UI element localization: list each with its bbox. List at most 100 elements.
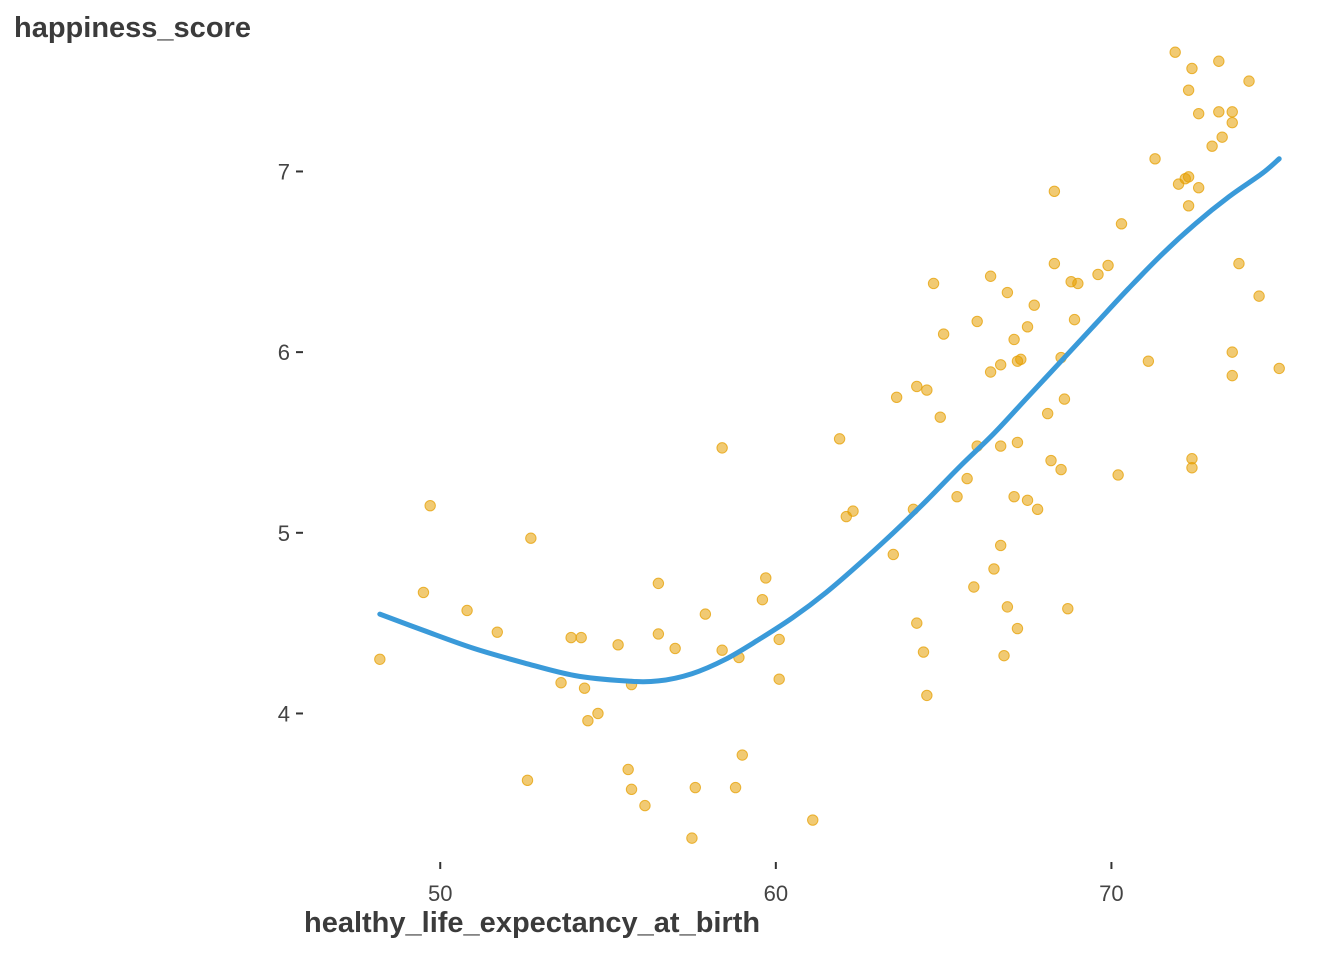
y-axis-title: happiness_score bbox=[14, 12, 251, 44]
data-point bbox=[612, 639, 624, 651]
data-point bbox=[1233, 257, 1245, 270]
y-tick-label: 4 bbox=[278, 701, 290, 726]
data-point bbox=[934, 411, 946, 423]
data-point bbox=[729, 781, 742, 794]
data-point bbox=[1182, 84, 1195, 96]
smooth-trend-line bbox=[377, 156, 1282, 685]
data-point bbox=[921, 384, 933, 396]
x-axis: 50 60 70 bbox=[428, 862, 1124, 906]
data-point bbox=[911, 617, 923, 629]
data-point bbox=[1021, 494, 1034, 506]
y-axis: 4 5 6 7 bbox=[278, 159, 303, 726]
data-point bbox=[1192, 182, 1205, 194]
data-point bbox=[652, 628, 665, 640]
data-point bbox=[1058, 393, 1071, 405]
data-point bbox=[994, 359, 1007, 371]
data-point bbox=[699, 608, 712, 620]
trend-line bbox=[377, 156, 1282, 685]
data-point bbox=[1072, 277, 1084, 290]
y-tick-label: 5 bbox=[278, 521, 290, 546]
data-point bbox=[1112, 469, 1124, 481]
data-point bbox=[578, 682, 591, 694]
data-point bbox=[1021, 321, 1034, 333]
data-point bbox=[669, 642, 681, 655]
x-tick-label: 60 bbox=[764, 881, 788, 906]
data-point bbox=[1226, 116, 1238, 129]
data-point bbox=[1253, 290, 1265, 302]
data-point bbox=[1045, 454, 1057, 467]
data-point bbox=[984, 366, 997, 378]
data-point bbox=[971, 315, 983, 328]
data-point bbox=[1102, 259, 1114, 272]
data-point bbox=[756, 593, 769, 606]
data-point bbox=[887, 548, 899, 561]
data-point bbox=[911, 380, 923, 393]
data-point bbox=[1192, 107, 1205, 120]
x-tick-label: 70 bbox=[1099, 881, 1123, 906]
data-point bbox=[565, 631, 577, 644]
data-point bbox=[424, 500, 436, 512]
y-tick-label: 7 bbox=[278, 159, 290, 184]
data-point bbox=[917, 646, 930, 658]
data-point bbox=[716, 442, 728, 454]
data-point bbox=[1068, 313, 1081, 326]
data-point bbox=[461, 604, 473, 617]
data-point bbox=[1048, 185, 1061, 198]
scatter-points bbox=[374, 46, 1285, 844]
data-point bbox=[491, 626, 503, 638]
data-point bbox=[988, 563, 1000, 575]
data-point bbox=[994, 440, 1007, 452]
data-point bbox=[921, 689, 933, 702]
data-point bbox=[1213, 55, 1225, 67]
data-point bbox=[760, 572, 772, 584]
data-point bbox=[1206, 140, 1218, 152]
data-point bbox=[417, 586, 430, 599]
data-point bbox=[1182, 171, 1195, 183]
data-point bbox=[639, 799, 651, 812]
data-point bbox=[555, 677, 567, 689]
data-point bbox=[521, 774, 534, 787]
data-point bbox=[1001, 601, 1014, 613]
data-point bbox=[1186, 462, 1198, 474]
data-point bbox=[1001, 286, 1014, 299]
data-point bbox=[890, 391, 903, 403]
data-point bbox=[951, 490, 963, 503]
data-point bbox=[736, 749, 748, 761]
data-point bbox=[1031, 503, 1044, 516]
data-point bbox=[1226, 346, 1238, 358]
data-point bbox=[652, 577, 665, 590]
data-point bbox=[575, 631, 587, 644]
data-point bbox=[1008, 490, 1020, 503]
data-point bbox=[1041, 407, 1054, 420]
data-point bbox=[807, 814, 819, 826]
data-point bbox=[686, 832, 698, 844]
data-point bbox=[984, 270, 997, 282]
data-point bbox=[1048, 257, 1061, 270]
x-axis-title: healthy_life_expectancy_at_birth bbox=[304, 907, 760, 939]
data-point bbox=[1142, 355, 1155, 367]
data-point bbox=[968, 581, 980, 593]
data-point bbox=[1213, 106, 1225, 118]
data-point bbox=[1182, 200, 1195, 212]
data-point bbox=[961, 472, 973, 485]
data-point bbox=[592, 707, 604, 720]
data-point bbox=[1226, 106, 1238, 118]
data-point bbox=[525, 532, 537, 544]
y-tick-label: 6 bbox=[278, 340, 290, 365]
data-point bbox=[1092, 268, 1104, 281]
data-point bbox=[773, 673, 785, 685]
data-point bbox=[625, 783, 638, 796]
data-point bbox=[847, 505, 859, 517]
data-point bbox=[1169, 46, 1181, 58]
data-point bbox=[1186, 62, 1198, 75]
data-point bbox=[1015, 353, 1027, 366]
data-point bbox=[1028, 299, 1040, 311]
data-point bbox=[1055, 463, 1067, 476]
data-point bbox=[582, 714, 594, 727]
data-point bbox=[998, 649, 1010, 662]
data-point bbox=[994, 539, 1007, 552]
data-point bbox=[1011, 436, 1024, 449]
data-point bbox=[1149, 153, 1161, 165]
data-point bbox=[374, 653, 386, 665]
